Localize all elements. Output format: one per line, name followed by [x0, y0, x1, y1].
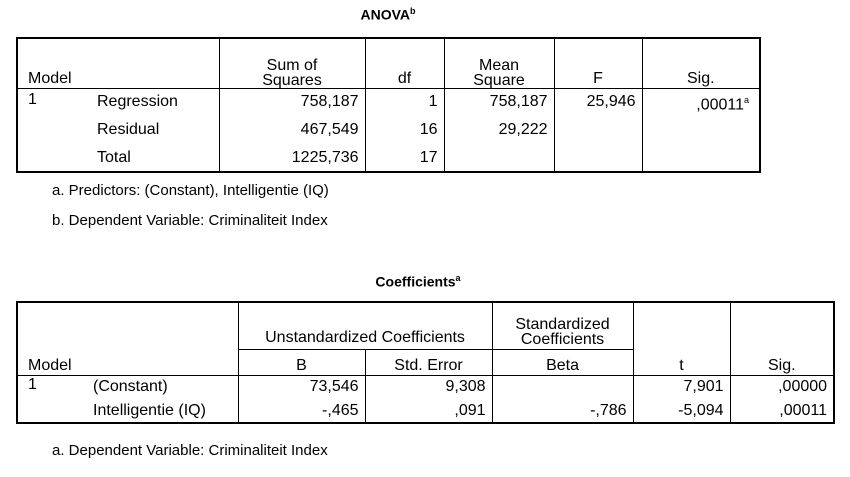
coefficients-header-unstandardized: Unstandardized Coefficients [237, 302, 493, 350]
anova-row-label: Residual [97, 121, 160, 138]
coefficients-model-number: 1 [28, 375, 37, 393]
anova-header-ss-line1: Sum of [266, 56, 318, 74]
coefficients-header-std-error: Std. Error [364, 349, 493, 376]
coefficients-beta-value: -,786 [491, 399, 634, 423]
anova-footnote-a: a. Predictors: (Constant), Intelligentie… [52, 182, 329, 199]
anova-header-ss-line2: Squares [262, 71, 322, 88]
anova-f-value [553, 116, 643, 144]
anova-empty-cell [17, 116, 91, 144]
anova-header-sig: Sig. [641, 38, 761, 89]
anova-title: ANOVAb [300, 6, 476, 23]
anova-sig-sup: a [744, 94, 750, 105]
coefficients-row-label: Intelligentie (IQ) [93, 401, 206, 419]
coefficients-row-constant: 1 (Constant) 73,546 9,308 7,901 ,00000 [17, 375, 835, 399]
coefficients-header-t: t [632, 302, 731, 376]
coefficients-beta-value [491, 375, 634, 399]
anova-header-f: F [553, 38, 643, 89]
coefficients-header-standardized-line1: Standardized [515, 315, 610, 333]
anova-title-sup: b [410, 6, 416, 16]
anova-ms-value [443, 144, 555, 172]
coefficients-header-b: B [237, 349, 366, 376]
coefficients-se-value: 9,308 [364, 375, 493, 399]
anova-ss-value: 1225,736 [218, 144, 366, 172]
coefficients-header-sig: Sig. [729, 302, 835, 376]
anova-header-ms: Mean Square [443, 38, 555, 89]
anova-header-ms-line2: Square [473, 71, 525, 88]
coefficients-header-row2: B Std. Error Beta [17, 349, 834, 376]
coefficients-header-beta: Beta [491, 349, 634, 376]
coefficients-sig-value: ,00000 [729, 375, 835, 399]
anova-row-residual: Residual 467,549 16 29,222 [17, 116, 761, 144]
anova-ss-value: 758,187 [218, 88, 366, 116]
anova-df-value: 17 [364, 144, 445, 172]
anova-ms-value: 29,222 [443, 116, 555, 144]
coefficients-header-standardized: Standardized Coefficients [491, 302, 634, 350]
anova-sig-value [641, 144, 761, 172]
anova-row-total: Total 1225,736 17 [17, 144, 761, 172]
anova-sig-value: ,00011a [641, 88, 761, 116]
anova-f-value: 25,946 [553, 88, 643, 116]
coefficients-b-value: -,465 [237, 399, 366, 423]
coefficients-header-model: Model [17, 302, 239, 376]
coefficients-sig-value: ,00011 [729, 399, 835, 423]
anova-header-row: Model Sum of Squares df Mean Square F Si… [17, 38, 761, 89]
anova-sig-value [641, 116, 761, 144]
anova-footnote-b: b. Dependent Variable: Criminaliteit Ind… [52, 212, 328, 229]
coefficients-row-label: (Constant) [93, 378, 168, 396]
anova-header-df: df [364, 38, 445, 89]
anova-row-label: Regression [97, 93, 178, 111]
coefficients-b-value: 73,546 [237, 375, 366, 399]
coefficients-row-iq: Intelligentie (IQ) -,465 ,091 -,786 -5,0… [17, 399, 835, 423]
coefficients-title-text: Coefficients [375, 273, 456, 290]
anova-header-ss: Sum of Squares [218, 38, 366, 89]
anova-df-value: 16 [364, 116, 445, 144]
anova-row-regression: 1 Regression 758,187 1 758,187 25,946 ,0… [17, 88, 761, 116]
anova-model-number: 1 [28, 90, 37, 108]
coefficients-t-value: -5,094 [632, 399, 731, 423]
anova-empty-cell [17, 144, 91, 172]
coefficients-table: Model Unstandardized Coefficients Standa… [16, 301, 836, 424]
anova-f-value [553, 144, 643, 172]
anova-table: Model Sum of Squares df Mean Square F Si… [16, 37, 762, 173]
anova-row-label: Total [97, 148, 131, 166]
anova-ms-value: 758,187 [443, 88, 555, 116]
coefficients-header-row1: Model Unstandardized Coefficients Standa… [17, 302, 835, 376]
anova-header-ms-line1: Mean [479, 56, 520, 74]
coefficients-header-standardized-line2: Coefficients [520, 330, 605, 348]
coefficients-se-value: ,091 [364, 399, 493, 423]
anova-df-value: 1 [364, 88, 445, 116]
coefficients-footnote-a: a. Dependent Variable: Criminaliteit Ind… [52, 442, 328, 459]
coefficients-empty-cell [17, 399, 87, 423]
coefficients-t-value: 7,901 [632, 375, 731, 399]
coefficients-title: Coefficientsa [330, 273, 506, 290]
anova-title-text: ANOVA [360, 6, 411, 23]
anova-sig-number: ,00011 [696, 95, 744, 113]
anova-header-model: Model [17, 38, 220, 89]
coefficients-title-sup: a [455, 273, 461, 283]
anova-ss-value: 467,549 [218, 116, 366, 144]
